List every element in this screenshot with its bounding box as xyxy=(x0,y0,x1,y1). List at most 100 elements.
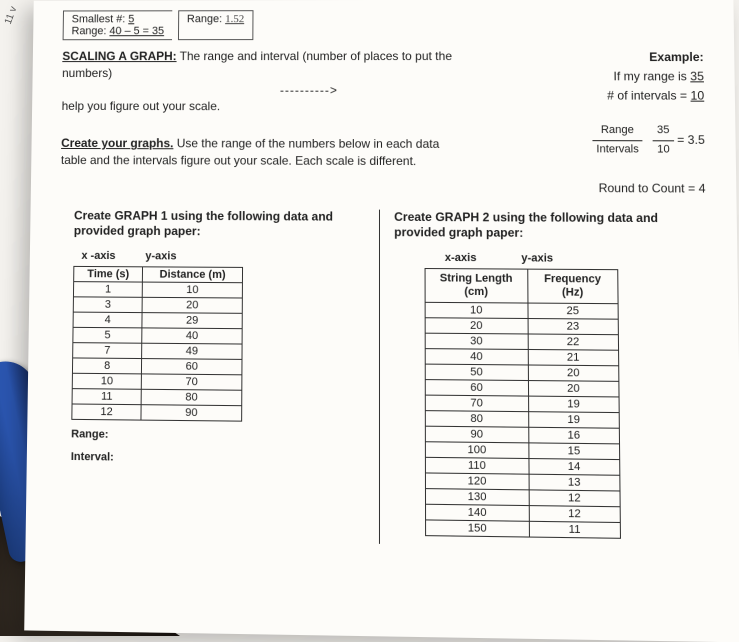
table-cell: 12 xyxy=(72,404,142,420)
graph2-column: Create GRAPH 2 using the following data … xyxy=(380,209,711,548)
table-row: 749 xyxy=(73,343,242,360)
table-cell: 49 xyxy=(142,343,242,359)
table-row: 1070 xyxy=(72,373,242,390)
g2-col2-header: Frequency (Hz) xyxy=(527,269,618,304)
example-fraction: Range Intervals 35 10 = 3.5 Round to Cou… xyxy=(496,122,705,199)
table-cell: 20 xyxy=(528,365,619,381)
table-cell: 110 xyxy=(425,458,528,475)
table-cell: 70 xyxy=(142,374,242,390)
example-intervals-text: # of intervals = xyxy=(607,89,690,103)
fraction-labels: Range Intervals xyxy=(592,122,643,159)
margin-scribble: 11 v xyxy=(3,5,20,26)
table-cell: 16 xyxy=(528,428,619,445)
smallest-box: Smallest #: 5 Range: 40 – 5 = 35 xyxy=(63,10,173,40)
table-cell: 23 xyxy=(528,319,619,335)
g1-range-field: Range: xyxy=(71,428,365,444)
table-cell: 15 xyxy=(528,443,619,460)
table-cell: 7 xyxy=(73,343,142,359)
create-text: Create your graphs. Use the range of the… xyxy=(61,135,458,170)
table-cell: 4 xyxy=(73,312,142,328)
scaling-line2: help you figure out your scale. xyxy=(62,99,221,113)
frac-result: = 3.5 xyxy=(677,133,705,147)
fraction-values: 35 10 xyxy=(653,122,674,159)
table-row: 5020 xyxy=(425,364,619,381)
graph2-table: String Length (cm) Frequency (Hz) 102520… xyxy=(425,268,621,539)
frac-label-num: Range xyxy=(592,122,643,141)
example-range-text: If my range is xyxy=(613,69,690,83)
frac-den: 10 xyxy=(653,141,674,159)
table-cell: 3 xyxy=(73,297,142,313)
range-calc-value: 40 – 5 = 35 xyxy=(109,25,164,37)
range2-value: 1.52 xyxy=(225,13,244,25)
scaling-row: SCALING A GRAPH: The range and interval … xyxy=(62,48,705,116)
smallest-value: 5 xyxy=(128,13,134,25)
table-cell: 40 xyxy=(425,349,528,365)
table-cell: 8 xyxy=(72,358,141,374)
graph1-column: Create GRAPH 1 using the following data … xyxy=(56,208,380,544)
table-cell: 29 xyxy=(142,313,242,329)
example-range-val: 35 xyxy=(690,69,704,83)
g1-interval-field: Interval: xyxy=(71,451,365,467)
g1-xaxis-label: x -axis xyxy=(81,250,115,262)
worksheet-page: Smallest #: 5 Range: 40 – 5 = 35 Range: … xyxy=(24,0,739,642)
table-cell: 21 xyxy=(528,350,619,366)
table-row: 1180 xyxy=(72,389,242,406)
table-cell: 1 xyxy=(73,282,142,298)
table-row: 1025 xyxy=(425,303,618,320)
graphs-columns: Create GRAPH 1 using the following data … xyxy=(56,208,711,549)
table-cell: 50 xyxy=(425,364,528,380)
table-row: 2023 xyxy=(425,318,618,335)
g2-yaxis-label: y-axis xyxy=(521,252,553,264)
table-row: 4021 xyxy=(425,349,619,366)
table-row: 3022 xyxy=(425,333,618,350)
table-cell: 140 xyxy=(426,505,529,522)
table-cell: 19 xyxy=(528,396,619,412)
example-title: Example: xyxy=(649,50,704,64)
table-cell: 40 xyxy=(142,328,242,344)
table-cell: 11 xyxy=(529,522,621,539)
g2-col1-header: String Length (cm) xyxy=(425,268,527,303)
table-cell: 13 xyxy=(529,475,620,492)
example-block: Example: If my range is 35 # of interval… xyxy=(496,48,705,106)
table-cell: 20 xyxy=(425,318,528,334)
frac-label-den: Intervals xyxy=(592,141,643,159)
table-cell: 10 xyxy=(143,282,243,298)
table-row: 15011 xyxy=(426,520,621,538)
table-cell: 14 xyxy=(528,459,619,476)
table-row: 540 xyxy=(73,327,242,344)
range-calc-label: Range: xyxy=(71,25,106,37)
create-row: Create your graphs. Use the range of the… xyxy=(60,121,705,198)
table-cell: 90 xyxy=(141,405,241,421)
table-row: 6020 xyxy=(425,380,619,397)
table-cell: 100 xyxy=(425,442,528,459)
table-cell: 10 xyxy=(425,303,527,319)
graph1-header: Create GRAPH 1 using the following data … xyxy=(74,208,365,241)
graph1-axis-labels: x -axis y-axis xyxy=(81,250,364,264)
g2-xaxis-label: x-axis xyxy=(445,252,477,264)
g1-col1-header: Time (s) xyxy=(74,266,143,282)
table-row: 1290 xyxy=(72,404,242,421)
range2-label: Range: xyxy=(187,13,222,25)
table-row: 110 xyxy=(73,282,242,298)
table-row: 320 xyxy=(73,297,242,313)
graph2-header: Create GRAPH 2 using the following data … xyxy=(394,209,692,242)
graph2-axis-labels: x-axis y-axis xyxy=(445,252,692,266)
table-cell: 60 xyxy=(142,358,242,374)
table-cell: 12 xyxy=(529,490,621,507)
table-cell: 70 xyxy=(425,395,528,412)
table-cell: 22 xyxy=(528,334,619,350)
g1-yaxis-label: y-axis xyxy=(145,250,176,262)
table-cell: 20 xyxy=(528,381,619,397)
table-row: 860 xyxy=(72,358,242,375)
table-cell: 25 xyxy=(527,303,618,319)
table-cell: 11 xyxy=(72,389,142,405)
table-cell: 80 xyxy=(141,389,241,405)
table-cell: 19 xyxy=(528,412,619,429)
table-cell: 10 xyxy=(72,373,142,389)
table-cell: 30 xyxy=(425,333,528,349)
example-intervals-val: 10 xyxy=(690,89,704,103)
table-cell: 80 xyxy=(425,411,528,428)
scaling-text: SCALING A GRAPH: The range and interval … xyxy=(62,48,458,116)
scaling-title: SCALING A GRAPH: xyxy=(62,49,176,63)
table-row: 429 xyxy=(73,312,242,329)
